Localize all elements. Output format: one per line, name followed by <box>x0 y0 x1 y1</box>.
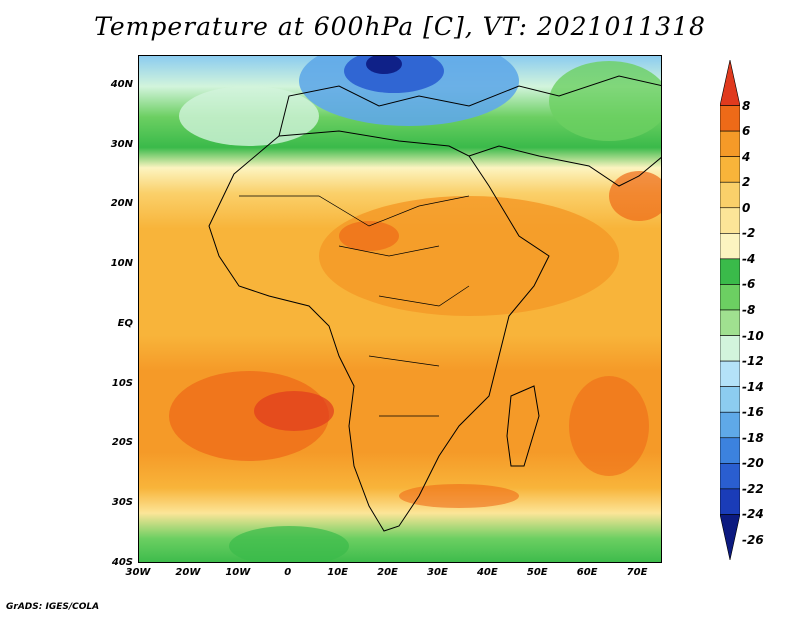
lon-label: 40E <box>476 567 498 578</box>
lat-label: 30S <box>111 497 133 509</box>
cool-patch-west <box>179 86 319 146</box>
colorbar-label: -2 <box>742 226 756 241</box>
colorbar-label: -6 <box>742 277 756 292</box>
colorbar-segment <box>720 233 740 260</box>
lon-label: 0 <box>284 567 292 578</box>
colorbar-segment <box>720 437 740 464</box>
lon-label: 30E <box>427 567 448 578</box>
lon-label: 30W <box>125 567 151 578</box>
colorbar-label: -22 <box>742 481 764 496</box>
lon-label: 20E <box>377 567 398 578</box>
cool-patch-south <box>229 526 349 562</box>
lat-label: 40S <box>111 557 133 568</box>
lat-label: 10S <box>111 377 133 389</box>
colorbar-label: -20 <box>742 456 764 471</box>
colorbar-segment <box>720 130 740 157</box>
warm-region-indian-ocean <box>569 376 649 476</box>
lon-label: 60E <box>576 567 598 578</box>
lon-label: 10W <box>225 567 251 578</box>
colorbar-label: -4 <box>742 251 756 266</box>
map-field <box>139 56 661 562</box>
lat-label: 10N <box>110 258 133 270</box>
colorbar-label: 2 <box>742 175 751 190</box>
colorbar <box>720 60 740 560</box>
colorbar-label: -26 <box>742 533 764 547</box>
cool-patch-east <box>549 61 661 141</box>
colorbar-segment <box>720 335 740 362</box>
colorbar-segment <box>720 258 740 285</box>
colorbar-segment <box>720 309 740 336</box>
lon-label: 70E <box>626 567 648 578</box>
lon-label: 20W <box>175 567 201 578</box>
colorbar-label: 8 <box>742 98 751 113</box>
lat-label: 20N <box>110 198 133 210</box>
colorbar-label: 4 <box>742 149 751 164</box>
lat-label: 20S <box>111 437 133 449</box>
africa-coastline <box>208 130 550 532</box>
madagascar-coastline <box>506 385 540 467</box>
lat-label: EQ <box>117 317 133 329</box>
temperature-map <box>138 55 662 563</box>
colorbar-label: -18 <box>742 430 764 445</box>
warm-spot-arabian-sea <box>609 171 661 221</box>
colorbar-segment <box>720 181 740 209</box>
colorbar-segment <box>720 514 740 560</box>
colorbar-segment <box>720 386 740 413</box>
colorbar-segment <box>720 105 740 132</box>
grads-credit: GrADS: IGES/COLA <box>6 602 100 612</box>
warm-band-south <box>399 484 519 508</box>
colorbar-label: -10 <box>742 328 764 343</box>
warm-spot-central <box>339 221 399 251</box>
colorbar-label: -8 <box>742 303 756 317</box>
colorbar-label: -12 <box>742 354 764 369</box>
middle-east-coastline <box>468 145 661 187</box>
colorbar-segment <box>720 411 740 439</box>
lon-label: 50E <box>526 567 548 578</box>
country-borders <box>239 195 470 417</box>
lat-label: 30N <box>110 138 133 150</box>
colorbar-label: 0 <box>742 200 751 215</box>
colorbar-label: 6 <box>742 124 751 139</box>
europe-coastline <box>278 75 661 137</box>
colorbar-label: -14 <box>742 379 764 394</box>
colorbar-segment <box>720 207 740 234</box>
cold-core-center <box>366 56 402 74</box>
colorbar-segment <box>720 488 740 515</box>
hot-spot-south-atlantic <box>254 391 334 431</box>
chart-title: Temperature at 600hPa [C], VT: 202101131… <box>94 12 706 41</box>
colorbar-segment <box>720 284 740 311</box>
colorbar-segment <box>720 60 740 106</box>
lat-label: 40N <box>110 78 133 90</box>
warm-region-central-africa <box>319 196 619 316</box>
colorbar-label: -24 <box>742 507 764 522</box>
colorbar-label: -16 <box>742 405 764 420</box>
lon-label: 10E <box>327 567 348 578</box>
colorbar-segment <box>720 463 740 490</box>
colorbar-segment <box>720 156 740 183</box>
colorbar-segment <box>720 360 740 387</box>
